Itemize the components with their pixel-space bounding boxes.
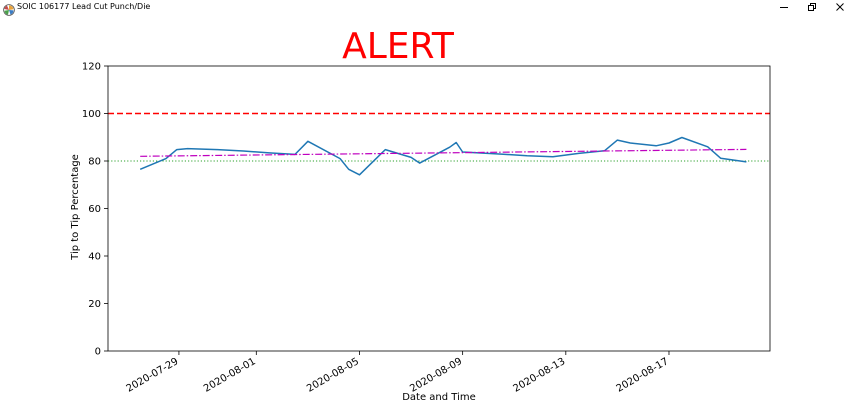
close-icon	[835, 2, 845, 12]
x-tick-label: 2020-08-05	[305, 356, 361, 395]
close-button[interactable]	[826, 0, 854, 14]
series-line	[139, 136, 747, 176]
figure-canvas: ALERT 0 20 40 60 80 100 120 2020-07-29 2020-08-0…	[0, 14, 856, 406]
window-title: SOIC 106177 Lead Cut Punch/Die	[17, 2, 151, 11]
window-titlebar: SOIC 106177 Lead Cut Punch/Die	[0, 0, 856, 16]
matplotlib-icon	[3, 1, 15, 16]
x-tick-label: 2020-08-09	[408, 356, 464, 395]
y-tick-label: 20	[88, 299, 101, 310]
y-tick-label: 100	[82, 109, 101, 120]
x-tick-label: 2020-08-01	[202, 356, 258, 395]
x-tick-label: 2020-08-13	[511, 356, 567, 395]
y-tick-label: 0	[95, 347, 101, 358]
minimize-button[interactable]	[770, 0, 798, 14]
plot-area: 0 20 40 60 80 100 120 2020-07-29 2020-08-01 2020-…	[82, 62, 771, 395]
trend-line	[140, 148, 747, 157]
x-axis-label: Date and Time	[402, 392, 476, 403]
figure-title: ALERT	[342, 26, 455, 67]
minimize-icon	[779, 2, 789, 12]
x-tick-label: 2020-08-17	[615, 356, 671, 395]
y-tick-label: 40	[88, 252, 101, 263]
plot-frame	[107, 65, 771, 352]
restore-icon	[807, 2, 817, 12]
restore-button[interactable]	[798, 0, 826, 14]
y-tick-label: 80	[88, 157, 101, 168]
chart-svg: ALERT 0 20 40 60 80 100 120 2020-07-29 2020-08-0…	[70, 26, 771, 403]
y-tick-label: 120	[82, 62, 101, 73]
y-axis-label: Tip to Tip Percentage	[70, 154, 81, 261]
y-tick-label: 60	[88, 204, 101, 215]
x-tick-label: 2020-07-29	[125, 356, 181, 395]
